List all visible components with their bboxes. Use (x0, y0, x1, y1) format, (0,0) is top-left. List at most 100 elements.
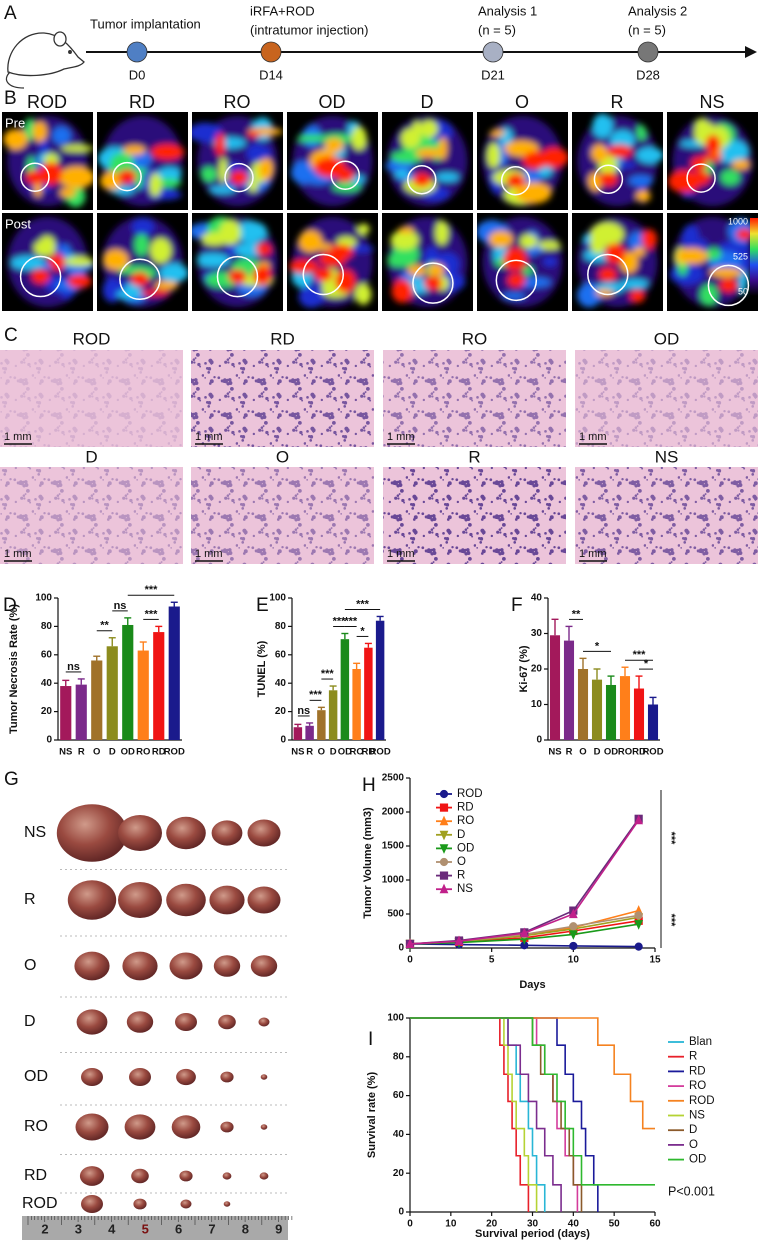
scan-hotspot (314, 267, 333, 282)
legend-label: NS (689, 1110, 705, 1122)
scan-signal (33, 239, 56, 257)
panel-letter: I (368, 1029, 373, 1050)
scan-signal (329, 244, 354, 260)
significance-label: ns (67, 661, 80, 673)
scan-signal (720, 169, 740, 186)
x-tick-label: RD (152, 747, 166, 758)
tumor (213, 955, 241, 977)
scan-hotspot (130, 272, 149, 287)
bar (317, 710, 326, 740)
scan (7, 216, 93, 308)
significance-label: ns (297, 705, 310, 717)
panel-letter: F (511, 595, 523, 616)
scan-signal (298, 285, 325, 308)
y-axis-label: Ki-67 (%) (518, 645, 530, 692)
scan-signal (523, 266, 533, 276)
x-tick-label: 5 (489, 955, 495, 966)
significance-label: * (360, 625, 365, 637)
y-tick-label: 40 (41, 678, 53, 689)
tumor (81, 1068, 103, 1086)
timeline-dot (260, 41, 282, 63)
tumor (247, 886, 281, 914)
histology-texture (0, 350, 183, 447)
group-label: NS (655, 447, 679, 466)
scale-label: 1 mm (4, 548, 32, 560)
legend-label: D (457, 829, 465, 841)
scale-label: 1 mm (579, 548, 607, 560)
scan-signal (681, 224, 700, 250)
scan (289, 216, 374, 308)
scan-signal (732, 159, 750, 170)
significance-label: ** (100, 620, 109, 632)
row-label: OD (24, 1068, 48, 1085)
scan-signal (636, 147, 663, 164)
scan-signal (628, 231, 647, 251)
row-label: R (24, 891, 36, 908)
legend-marker (439, 830, 449, 841)
group-label: RO (462, 329, 488, 348)
x-tick-label: 50 (609, 1219, 621, 1230)
scan-signal (219, 220, 241, 245)
scan-signal (196, 253, 230, 267)
tumor (223, 1201, 231, 1207)
bar (106, 646, 118, 740)
y-tick-label: 80 (41, 621, 53, 632)
scan-hotspot (336, 168, 355, 183)
scan-blur (3, 115, 93, 208)
scan-signal (52, 126, 71, 145)
scan-signal (123, 145, 146, 155)
scan-signal (435, 172, 460, 182)
histology-texture (575, 350, 758, 447)
scale-label: 1 mm (195, 548, 223, 560)
scan-signal (629, 289, 646, 303)
tumor (79, 1166, 105, 1186)
y-tick-label: 1500 (382, 841, 405, 852)
y-tick-label: 20 (531, 664, 543, 675)
timeline-label: (n = 5) (628, 22, 666, 37)
y-tick-label: 40 (275, 678, 287, 689)
y-tick-label: 80 (393, 1051, 405, 1062)
timeline-label: iRFA+ROD (250, 3, 315, 18)
tumor (259, 1172, 269, 1180)
scan-signal (700, 284, 718, 306)
timeline-day: D28 (636, 67, 660, 82)
bar (153, 632, 165, 740)
tumor (56, 804, 128, 862)
x-tick-label: 0 (407, 955, 413, 966)
scan-signal (519, 234, 538, 249)
tumor (118, 815, 162, 851)
scan-signal (487, 143, 501, 168)
bar (75, 684, 87, 740)
y-tick-label: 30 (531, 628, 543, 639)
x-tick-label: NS (291, 747, 304, 758)
significance-label: ** (572, 608, 581, 620)
scan-signal (192, 122, 223, 143)
scan-signal (502, 292, 526, 300)
roi-circle (216, 255, 259, 298)
phase-label: Post (5, 216, 31, 231)
scale-label: 1 mm (387, 548, 415, 560)
scan-signal (428, 263, 445, 277)
legend-marker (439, 871, 449, 880)
scan-signal (515, 182, 552, 204)
significance-label: *** (145, 608, 159, 620)
scan (192, 216, 278, 308)
scan-signal (351, 126, 367, 150)
roi-circle (587, 253, 629, 296)
legend-label: D (689, 1124, 697, 1136)
panel-letter: D (3, 595, 17, 616)
mouse-body (7, 32, 85, 77)
scan-signal (489, 129, 506, 137)
significance-label: *** (145, 584, 159, 596)
panel-letter: G (4, 769, 19, 790)
scan (102, 216, 188, 308)
scan (97, 115, 185, 207)
scan-signal (355, 283, 372, 305)
x-tick-label: RO (618, 747, 632, 758)
x-tick-label: 0 (407, 1219, 413, 1230)
scan-signal (247, 131, 261, 138)
x-tick-label: ROD (642, 747, 663, 758)
bar (122, 624, 134, 740)
marker (568, 930, 578, 940)
x-tick-label: NS (59, 747, 72, 758)
